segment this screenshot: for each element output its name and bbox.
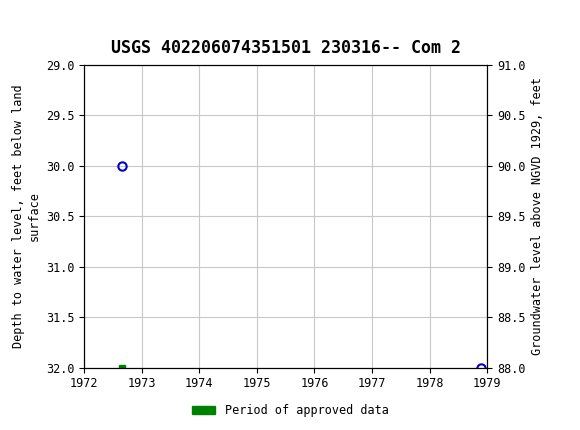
Y-axis label: Groundwater level above NGVD 1929, feet: Groundwater level above NGVD 1929, feet [531,77,544,355]
Y-axis label: Depth to water level, feet below land
surface: Depth to water level, feet below land su… [12,84,41,348]
Legend: Period of approved data: Period of approved data [187,399,393,422]
Text: ▒USGS: ▒USGS [9,10,72,35]
Title: USGS 402206074351501 230316-- Com 2: USGS 402206074351501 230316-- Com 2 [111,40,461,57]
